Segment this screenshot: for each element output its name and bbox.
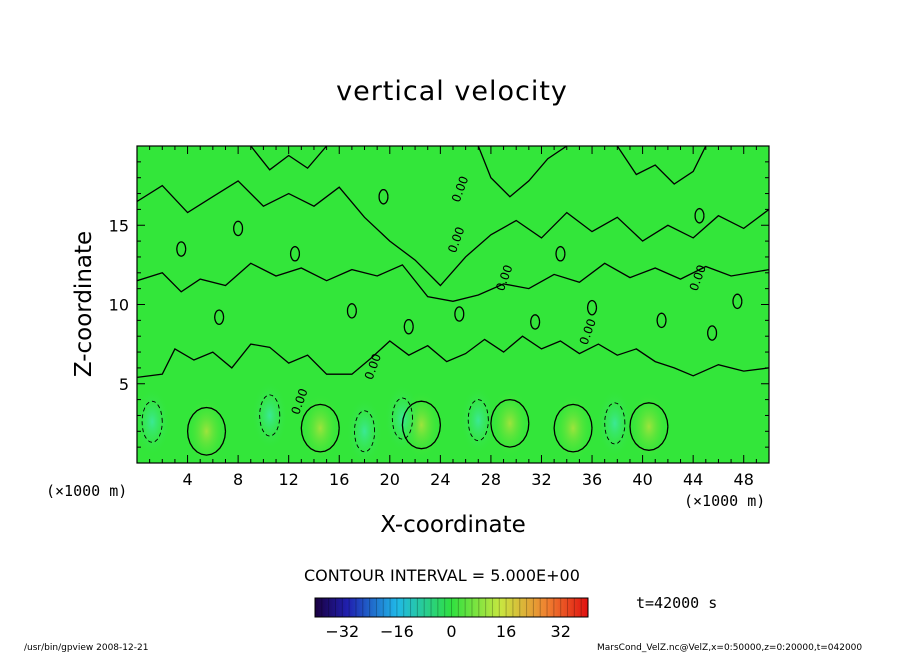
zero-contour bbox=[137, 180, 769, 287]
downdraft-cell bbox=[596, 389, 633, 458]
small-contour bbox=[378, 188, 389, 205]
x-tick-label: 28 bbox=[481, 470, 501, 489]
chart-title: vertical velocity bbox=[336, 76, 568, 107]
cell-contour bbox=[629, 402, 669, 451]
x-tick-label: 12 bbox=[279, 470, 299, 489]
cell-contour bbox=[353, 410, 376, 453]
zero-contour bbox=[137, 262, 769, 302]
x-tick-label: 36 bbox=[582, 470, 602, 489]
cell-contour bbox=[259, 394, 281, 437]
downdraft-cell bbox=[251, 381, 288, 450]
cell-contour bbox=[553, 403, 593, 453]
small-contour bbox=[176, 241, 187, 257]
contour-lines bbox=[137, 146, 769, 456]
colorbar-tick-label: 16 bbox=[496, 622, 516, 641]
x-tick-label: 20 bbox=[380, 470, 400, 489]
downdraft-cell bbox=[384, 384, 421, 453]
contour-interval-text: CONTOUR INTERVAL = 5.000E+00 bbox=[304, 566, 580, 585]
x-tick-label: 8 bbox=[233, 470, 243, 489]
updraft-cell bbox=[628, 392, 669, 461]
small-contour bbox=[346, 303, 357, 319]
y-tick-label: 10 bbox=[109, 296, 129, 315]
time-label: t=42000 s bbox=[636, 594, 718, 612]
cell-contour bbox=[467, 399, 489, 442]
updraft-cell bbox=[186, 397, 227, 463]
downdraft-cell bbox=[460, 386, 497, 455]
cell-contour bbox=[141, 400, 163, 443]
updraft-cell bbox=[300, 394, 341, 463]
cell-contour bbox=[391, 397, 414, 440]
footer-right: MarsCond_VelZ.nc@VelZ,x=0:50000,z=0:2000… bbox=[597, 643, 863, 653]
x-tick-label: 40 bbox=[632, 470, 652, 489]
colorbar-tick-label: −16 bbox=[380, 622, 414, 641]
small-contour bbox=[707, 325, 718, 341]
downdraft-cell bbox=[137, 387, 171, 456]
footer-left: /usr/bin/gpview 2008-12-21 bbox=[24, 643, 149, 653]
cell-contour bbox=[300, 403, 340, 453]
zero-contour bbox=[616, 146, 707, 185]
small-contour bbox=[289, 245, 301, 262]
cell-contour bbox=[186, 406, 227, 456]
cell-contour bbox=[604, 402, 626, 445]
small-contour bbox=[555, 245, 566, 262]
y-tick-label: 15 bbox=[109, 216, 129, 235]
zero-contour bbox=[250, 146, 328, 171]
y-tick-label: 5 bbox=[119, 375, 129, 394]
small-contour bbox=[214, 309, 225, 325]
small-contour bbox=[586, 299, 598, 316]
updraft-cell bbox=[553, 394, 594, 463]
x-tick-label: 48 bbox=[734, 470, 754, 489]
small-contour bbox=[233, 220, 244, 237]
cell-contour bbox=[490, 398, 530, 448]
x-tick-label: 44 bbox=[683, 470, 703, 489]
small-contour bbox=[656, 312, 667, 329]
x-tick-label: 4 bbox=[182, 470, 192, 489]
downdraft-cell bbox=[346, 397, 383, 463]
zero-contour bbox=[137, 335, 769, 379]
velocity-field bbox=[137, 146, 769, 463]
small-contour bbox=[530, 314, 541, 330]
x-unit-label-right: (×1000 m) bbox=[684, 492, 766, 510]
small-contour bbox=[694, 207, 705, 224]
colorbar-tick-label: 0 bbox=[446, 622, 456, 641]
small-contour bbox=[454, 306, 465, 322]
updraft-cell bbox=[489, 389, 530, 458]
x-tick-label: 24 bbox=[430, 470, 450, 489]
colorbar-tick-label: 32 bbox=[551, 622, 571, 641]
colorbar bbox=[314, 597, 589, 618]
x-axis-label: X-coordinate bbox=[380, 512, 526, 538]
colorbar-tick-label: −32 bbox=[325, 622, 359, 641]
small-contour bbox=[732, 293, 743, 310]
cell-contour bbox=[401, 400, 442, 450]
x-tick-label: 16 bbox=[329, 470, 349, 489]
zero-contour bbox=[477, 146, 568, 198]
x-tick-label: 32 bbox=[531, 470, 551, 489]
x-unit-label-left: (×1000 m) bbox=[46, 482, 128, 500]
small-contour bbox=[403, 318, 414, 335]
